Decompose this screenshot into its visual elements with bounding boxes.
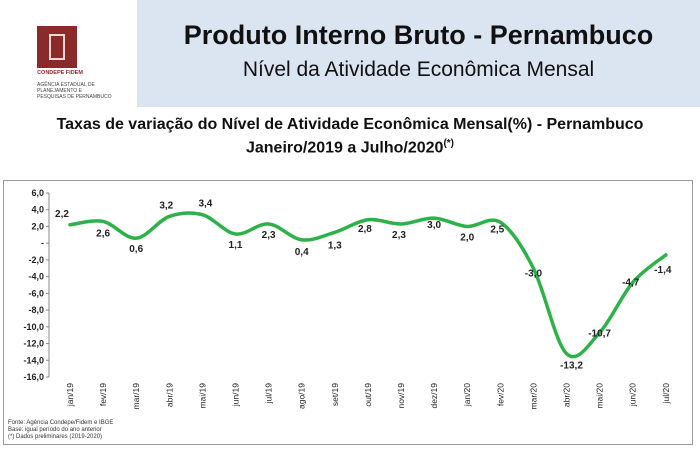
logo-org-line3: PESQUISAS DE PERNAMBUCO xyxy=(37,94,112,100)
data-point xyxy=(300,238,304,242)
x-tick-label: mar/20 xyxy=(528,383,538,410)
x-tick-label: fev/20 xyxy=(495,383,505,406)
data-label: 3,2 xyxy=(159,200,173,211)
x-tick-label: jun/20 xyxy=(628,383,638,407)
data-point xyxy=(68,223,72,227)
data-label: -4,7 xyxy=(622,277,640,288)
data-label: 2,3 xyxy=(262,230,276,241)
condepe-logo-icon xyxy=(37,26,77,68)
data-label: 2,0 xyxy=(460,232,474,243)
data-point xyxy=(167,214,171,218)
data-point xyxy=(234,232,237,236)
header: CONDEPE FIDEM AGÊNCIA ESTADUAL DE PLANEJ… xyxy=(0,0,700,108)
y-tick-label: 2,0 xyxy=(31,221,44,231)
data-point xyxy=(333,230,337,234)
x-tick-label: jul/19 xyxy=(264,383,274,405)
data-label: 2,3 xyxy=(392,230,406,241)
x-tick-label: fev/19 xyxy=(98,383,108,406)
y-tick-label: -2,0 xyxy=(28,255,44,265)
data-point xyxy=(267,222,271,226)
x-tick-label: jul/20 xyxy=(661,383,671,405)
x-tick-label: ago/19 xyxy=(297,383,307,409)
data-label: 3,4 xyxy=(198,199,212,210)
x-tick-label: abr/19 xyxy=(164,383,174,407)
page-title: Produto Interno Bruto - Pernambuco xyxy=(183,20,654,50)
preliminary-mark: (*) xyxy=(443,138,454,149)
x-tick-label: dez/19 xyxy=(429,383,439,409)
y-tick-label: -10,0 xyxy=(23,322,44,332)
data-point xyxy=(432,216,436,220)
data-label: 2,2 xyxy=(55,209,69,220)
data-label: 1,1 xyxy=(229,240,243,251)
data-point xyxy=(101,219,105,223)
data-point xyxy=(134,236,138,240)
data-label: -1,4 xyxy=(654,265,672,276)
data-point xyxy=(366,218,370,222)
data-label: 0,4 xyxy=(295,247,309,258)
y-tick-label: 6,0 xyxy=(31,188,44,198)
x-tick-label: mai/20 xyxy=(595,383,605,409)
data-label: 1,3 xyxy=(328,240,342,251)
y-tick-label: -4,0 xyxy=(28,272,44,282)
y-tick-label: -16,0 xyxy=(23,372,44,382)
footnote-preliminary: (*) Dados preliminares (2019-2020) xyxy=(8,434,103,440)
chart-period: Janeiro/2019 a Julho/2020 xyxy=(245,139,444,157)
data-point xyxy=(531,266,535,270)
title-banner: Produto Interno Bruto - Pernambuco Nível… xyxy=(137,0,700,107)
data-label: -13,2 xyxy=(560,361,583,372)
logo-name: CONDEPE FIDEM xyxy=(37,70,83,76)
data-point xyxy=(631,280,635,284)
data-point xyxy=(200,213,204,217)
x-tick-label: abr/20 xyxy=(562,383,572,407)
data-label: -3,0 xyxy=(525,268,543,279)
chart-title: Taxas de variação do Nível de Atividade … xyxy=(56,116,644,133)
y-tick-label: -12,0 xyxy=(23,339,44,349)
data-point xyxy=(565,352,568,356)
data-point xyxy=(598,331,602,335)
data-point xyxy=(465,224,469,228)
footnote-base: Base: igual período do ano anterior xyxy=(8,427,102,433)
data-label: 3,0 xyxy=(427,220,441,231)
line-chart: 6,0 4,0 2,0 - -2,0 -4,0 -6,0 -8,0 -10,0 -12,0 -14,… xyxy=(23,188,672,410)
data-point xyxy=(498,220,502,224)
logo: CONDEPE FIDEM AGÊNCIA ESTADUAL DE PLANEJ… xyxy=(0,0,135,108)
logo-org-line2: PLANEJAMENTO E xyxy=(37,88,82,94)
x-tick-label: jan/20 xyxy=(462,383,472,407)
logo-org-line1: AGÊNCIA ESTADUAL DE xyxy=(37,82,95,88)
data-label: 2,8 xyxy=(358,224,372,235)
y-tick-label: -14,0 xyxy=(23,355,44,365)
x-tick-label: out/19 xyxy=(363,383,373,407)
page-subtitle: Nível da Atividade Econômica Mensal xyxy=(242,58,595,81)
data-point xyxy=(664,253,668,257)
data-label: 2,5 xyxy=(490,224,504,235)
data-label: 2,6 xyxy=(96,228,110,239)
y-tick-label: 4,0 xyxy=(31,205,44,215)
x-tick-label: jan/19 xyxy=(65,383,75,407)
chart-subtitle: Janeiro/2019 a Julho/2020(*) xyxy=(0,138,700,157)
x-tick-label: mai/19 xyxy=(197,383,207,409)
footnote-source: Fonte: Agência Condepe/Fidem e IBGE xyxy=(8,420,114,426)
y-tick-label: -6,0 xyxy=(28,288,44,298)
chart-frame: 6,0 4,0 2,0 - -2,0 -4,0 -6,0 -8,0 -10,0 -12,0 -14,… xyxy=(3,180,693,445)
y-tick-label: -8,0 xyxy=(28,305,44,315)
data-label: 0,6 xyxy=(129,244,143,255)
x-tick-label: jun/19 xyxy=(231,383,241,407)
y-tick-label: - xyxy=(41,238,44,248)
data-point xyxy=(399,222,403,226)
x-tick-label: set/19 xyxy=(330,383,340,406)
x-tick-label: nov/19 xyxy=(396,383,406,409)
data-label: -10,7 xyxy=(588,329,611,340)
x-tick-label: mar/19 xyxy=(131,383,141,410)
